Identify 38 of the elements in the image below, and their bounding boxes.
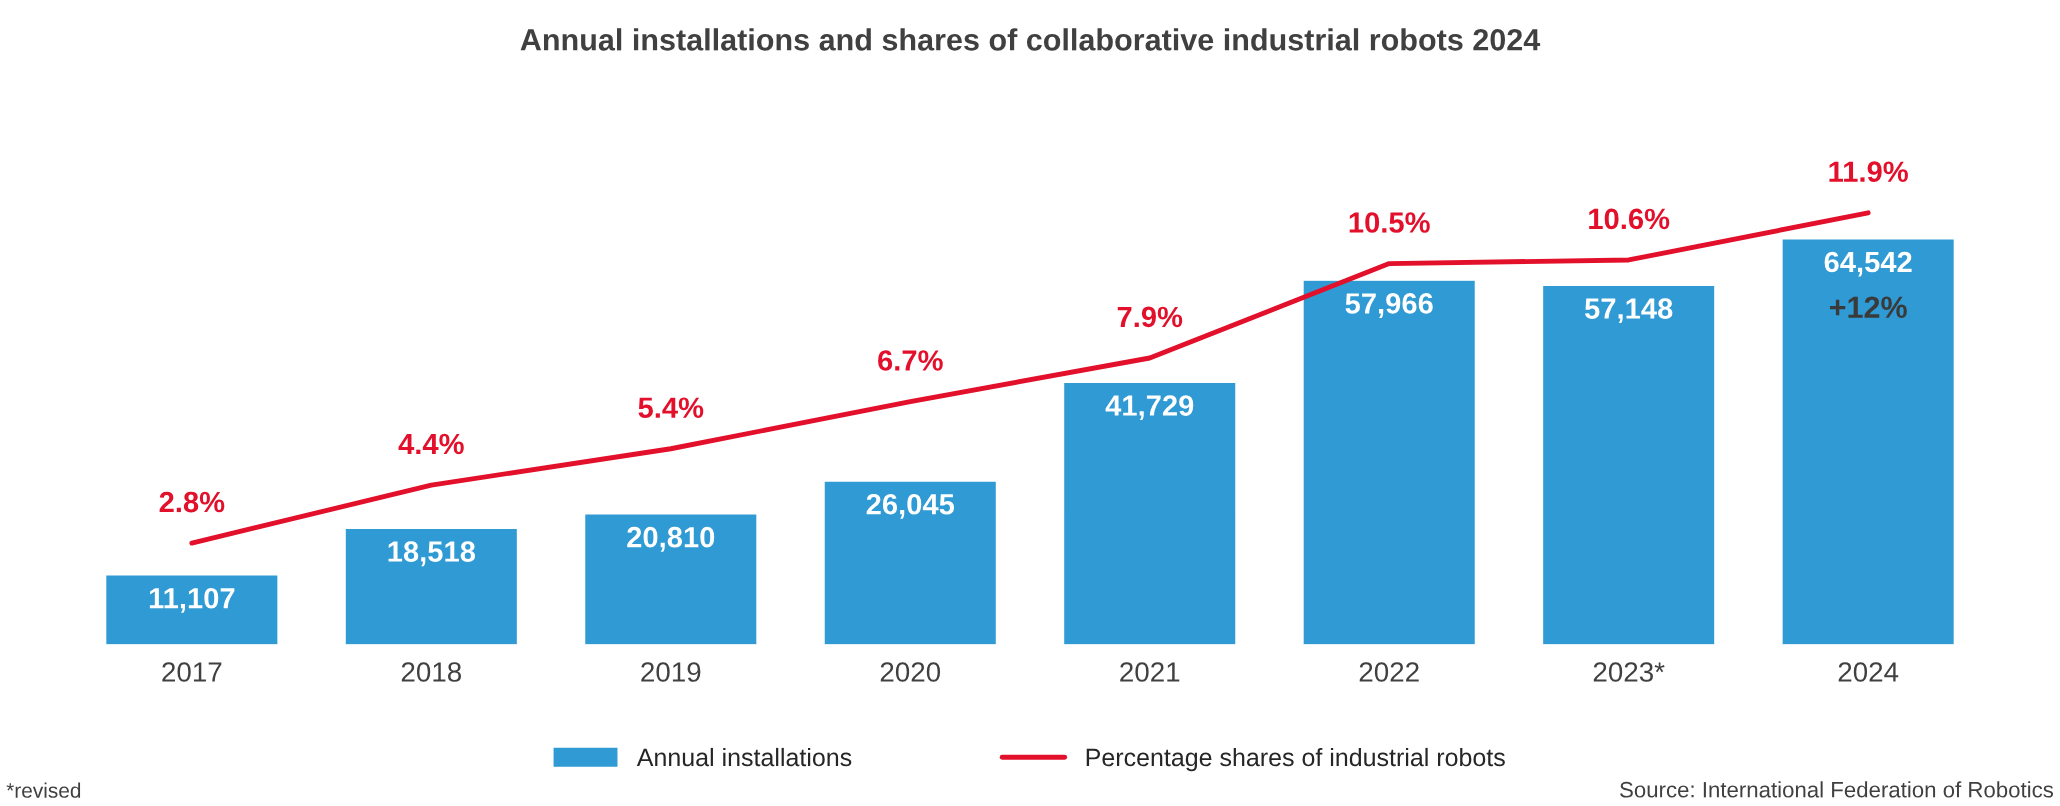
legend-label: Percentage shares of industrial robots <box>1086 747 1505 772</box>
bar <box>1541 284 1716 645</box>
data-label: 18,518 <box>388 541 476 567</box>
bar <box>583 513 758 645</box>
data-label: 57,148 <box>1584 298 1673 324</box>
data-label: 57,966 <box>1345 293 1433 318</box>
bar <box>1781 238 1956 645</box>
x-tick-label: 2020 <box>880 662 941 682</box>
data-label: 64,542 <box>1824 251 1912 277</box>
data-label: 11,107 <box>149 587 235 613</box>
x-tick-label: 2018 <box>401 662 461 682</box>
x-tick-label: 2022 <box>1359 662 1419 682</box>
data-label: 4.4% <box>398 433 464 455</box>
bar <box>1062 381 1237 645</box>
bar <box>1302 279 1477 645</box>
legend-label: Annual installations <box>636 747 852 767</box>
bar <box>823 480 998 645</box>
x-tick-label: 2017 <box>162 662 222 682</box>
text: *revised <box>6 782 81 798</box>
data-label: 2.8% <box>159 491 225 513</box>
annotation: +12% <box>1829 296 1907 318</box>
data-label: 20,810 <box>627 526 715 552</box>
x-tick-label: 2019 <box>641 662 701 682</box>
data-label: 7.9% <box>1117 306 1183 328</box>
data-label: 5.4% <box>638 397 704 418</box>
data-label: 6.7% <box>878 350 943 371</box>
data-label: 10.5% <box>1349 212 1430 233</box>
data-label: 41,729 <box>1105 395 1194 421</box>
source-note: Source: International Federation of Robotics <box>1620 781 2054 798</box>
x-tick-label: 2021 <box>1120 662 1180 682</box>
data-label: 26,045 <box>866 493 955 519</box>
bar <box>344 527 519 645</box>
chart-title: Annual installations and shares of collaborative industrial robots 2024 <box>520 28 1541 51</box>
x-tick-label: 2023* <box>1593 662 1665 682</box>
x-tick-label: 2024 <box>1838 662 1899 682</box>
bar <box>104 574 279 645</box>
data-label: 11.9% <box>1829 161 1908 183</box>
data-label: 10.6% <box>1589 208 1670 230</box>
